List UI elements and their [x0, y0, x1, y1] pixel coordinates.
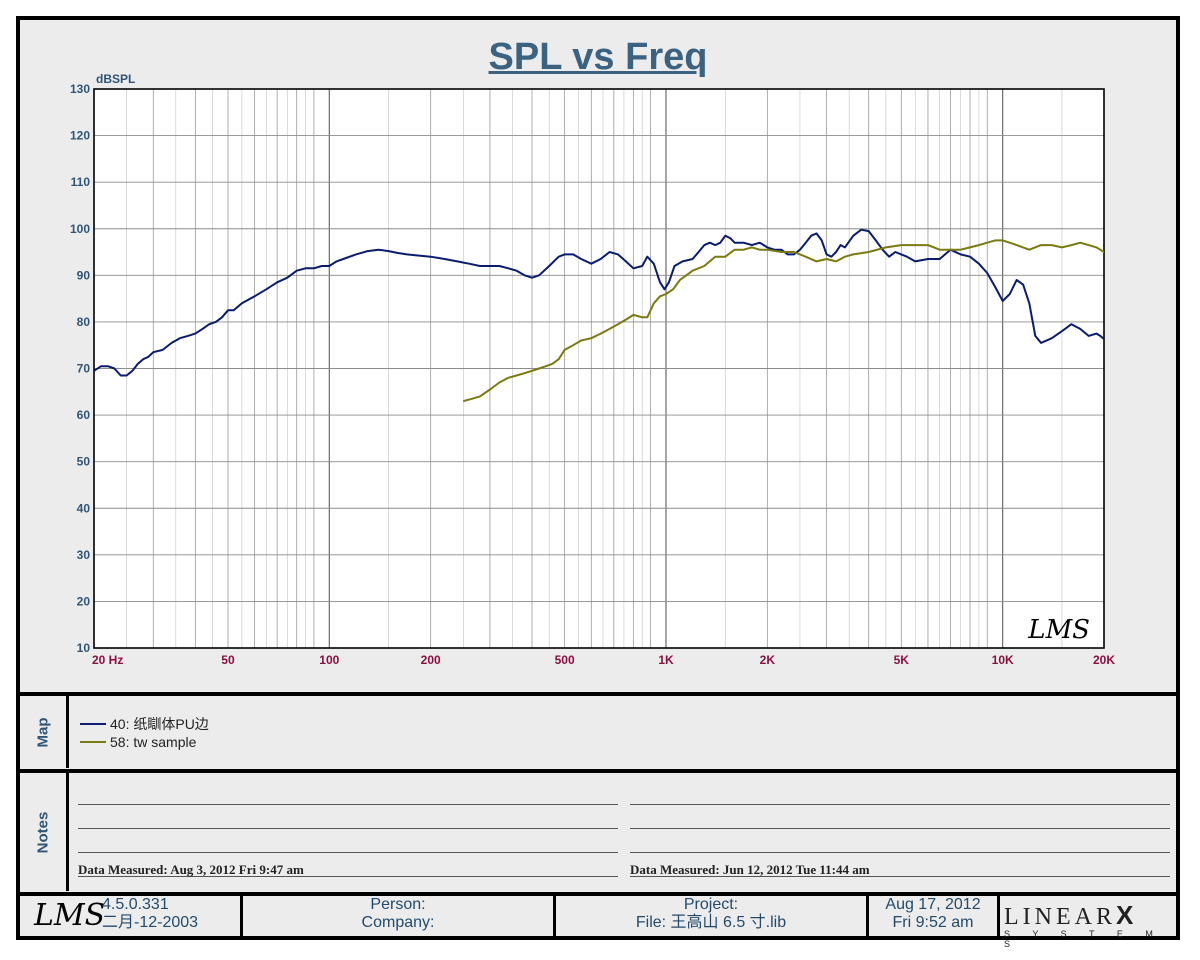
notes-label: Notes [20, 773, 66, 891]
series-line-1 [94, 228, 1104, 377]
y-tick-label: 130 [70, 82, 90, 96]
map-label: Map [20, 696, 66, 768]
x-tick-label: 1K [658, 653, 674, 667]
x-tick-label: 5K [894, 653, 910, 667]
x-tick-label: 2K [760, 653, 776, 667]
note-line [630, 828, 1170, 829]
brand-subtitle: S Y S T E M S [1004, 929, 1163, 949]
y-tick-label: 90 [77, 268, 91, 282]
footer-divider [997, 896, 1000, 940]
lms-logo: LMS [34, 898, 106, 933]
x-tick-label: 10K [992, 653, 1014, 667]
y-tick-label: 80 [77, 315, 91, 329]
company-label: Company: [361, 914, 435, 931]
chart-title: SPL vs Freq [488, 36, 708, 78]
notes-divider [66, 773, 69, 891]
report-frame: SPL vs Freq 10 20 30 40 50 60 70 80 90 100 110 120 1… [16, 16, 1180, 949]
series-line-2 [463, 239, 1104, 403]
left-data-measured: Data Measured: Aug 3, 2012 Fri 9:47 am [78, 862, 304, 877]
y-tick-label: 70 [77, 362, 91, 376]
y-tick-label: 50 [77, 455, 91, 469]
file-label: File: 王高山 6.5 寸.lib [635, 914, 787, 931]
note-line [78, 852, 618, 853]
legend-text-1: 40: 纸瞓体PU边 [110, 716, 209, 732]
footer-divider [553, 896, 556, 940]
person-label: Person: [370, 896, 426, 913]
project-block: Project: File: 王高山 6.5 寸.lib [556, 896, 866, 940]
date-text: Aug 17, 2012 [885, 896, 981, 913]
footer-divider [866, 896, 869, 940]
spl-chart: 10 20 30 40 50 60 70 80 90 100 110 120 130 dBSPL 20 Hz… [70, 72, 1115, 667]
note-line [630, 804, 1170, 805]
x-tick-label: 500 [555, 653, 575, 667]
legend-swatch-2 [80, 741, 106, 743]
map-separator [20, 769, 1176, 773]
legend-swatch-1 [80, 723, 106, 725]
map-divider [66, 696, 69, 768]
y-tick-label: 20 [77, 594, 91, 608]
brand-x: X [1115, 900, 1138, 930]
build-date-text: 二月-12-2003 [102, 914, 199, 931]
chart-separator [20, 692, 1176, 696]
brand-top: LINEAR [1004, 904, 1116, 930]
x-tick-label: 200 [421, 653, 441, 667]
y-tick-label: 40 [77, 501, 91, 515]
y-tick-label: 60 [77, 408, 91, 422]
notes-separator [20, 892, 1176, 896]
linearx-brand: LINEARX S Y S T E M S [1004, 900, 1174, 949]
note-line [78, 804, 618, 805]
x-tick-label: 100 [319, 653, 339, 667]
x-tick-label: 50 [221, 653, 235, 667]
note-line [78, 828, 618, 829]
y-axis-label: dBSPL [96, 72, 135, 86]
x-tick-label: 20K [1093, 653, 1115, 667]
note-line [78, 876, 618, 877]
legend-entry-2: 58: tw sample [80, 734, 196, 750]
notes-label-text: Notes [34, 811, 52, 853]
footer-divider [240, 896, 243, 940]
y-tick-label: 110 [71, 175, 91, 189]
y-tick-label: 100 [70, 222, 90, 236]
y-tick-label: 120 [70, 129, 90, 143]
version-text: 4.5.0.331 [102, 896, 169, 913]
time-text: Fri 9:52 am [892, 914, 974, 931]
note-line [630, 852, 1170, 853]
right-data-measured: Data Measured: Jun 12, 2012 Tue 11:44 am [630, 862, 870, 877]
y-tick-label: 10 [77, 641, 91, 655]
version-block: 4.5.0.331 二月-12-2003 [102, 896, 232, 940]
plot-border [93, 88, 1105, 649]
legend-entry-1: 40: 纸瞓体PU边 [80, 714, 209, 734]
person-block: Person: Company: [243, 896, 553, 940]
date-block: Aug 17, 2012 Fri 9:52 am [869, 896, 997, 940]
y-tick-label: 30 [77, 548, 91, 562]
brand-wordmark: LINEARX [1004, 900, 1174, 931]
legend-text-2: 58: tw sample [110, 734, 197, 750]
x-tick-label: 20 Hz [92, 653, 123, 667]
lms-watermark: LMS [1027, 615, 1090, 645]
note-line [630, 876, 1170, 877]
project-label: Project: [683, 896, 739, 913]
map-label-text: Map [34, 717, 52, 747]
